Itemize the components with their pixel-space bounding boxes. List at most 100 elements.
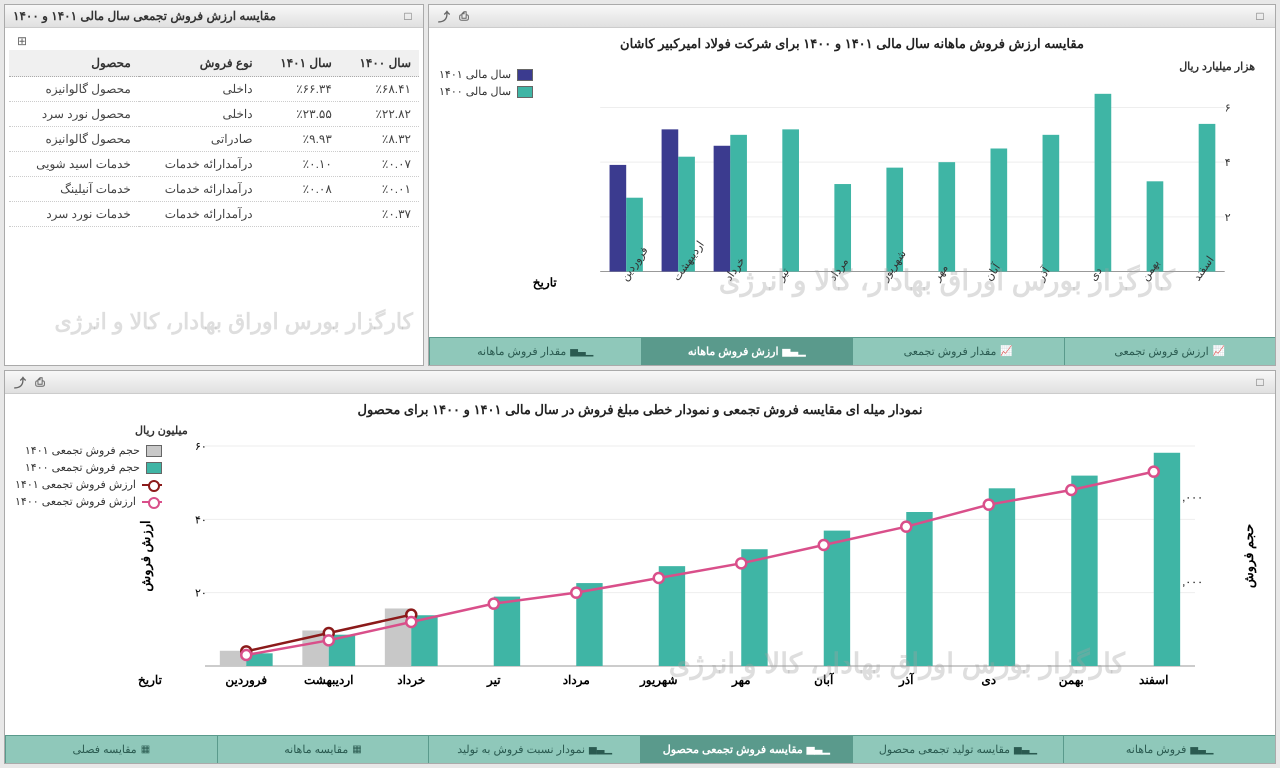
table-header: محصول	[9, 50, 139, 77]
bottom-chart-title: نمودار میله ای مقایسه فروش تجمعی و نمودا…	[15, 402, 1265, 418]
table-cell: داخلی	[139, 77, 261, 102]
table-cell: خدمات اسید شویی	[9, 152, 139, 177]
bar-chart-icon: ▁▃▅	[570, 346, 593, 357]
tab-label: فروش ماهانه	[1126, 743, 1186, 756]
legend-label: حجم فروش تجمعی ۱۴۰۱	[25, 444, 140, 457]
svg-text:بهمن: بهمن	[1059, 673, 1084, 688]
sales-table: سال ۱۴۰۰سال ۱۴۰۱نوع فروشمحصول٪۶۸.۴۱٪۶۶.۳…	[9, 50, 419, 227]
table-row[interactable]: ٪۰.۳۷درآمدارائه خدماتخدمات نورد سرد	[9, 202, 419, 227]
tab-label: مقایسه ماهانه	[284, 743, 348, 756]
svg-text:آبان: آبان	[814, 671, 835, 687]
table-row[interactable]: ٪۸.۳۲٪۹.۹۳صادراتیمحصول گالوانیزه	[9, 127, 419, 152]
table-header: نوع فروش	[139, 50, 261, 77]
table-panel: □ مقایسه ارزش فروش تجمعی سال مالی ۱۴۰۱ و…	[4, 4, 424, 366]
unit-label: میلیون ریال	[135, 424, 188, 437]
panel-header: □ مقایسه ارزش فروش تجمعی سال مالی ۱۴۰۱ و…	[5, 5, 423, 28]
tab-label: مقایسه فصلی	[72, 743, 136, 756]
top-tab-bar: 📈ارزش فروش تجمعی📈مقدار فروش تجمعی▁▃▅ارزش…	[429, 337, 1275, 365]
legend-item: سال مالی ۱۴۰۱	[439, 68, 533, 81]
table-cell: محصول گالوانیزه	[9, 77, 139, 102]
table-cell: درآمدارائه خدمات	[139, 152, 261, 177]
legend-item: ارزش فروش تجمعی ۱۴۰۰	[15, 495, 162, 508]
watermark: کارگزار بورس اوراق بهادار، کالا و انرژی	[15, 309, 413, 335]
svg-text:۲۰: ۲۰	[195, 588, 207, 600]
line-chart-icon: 📈	[1000, 346, 1012, 357]
top-chart-title: مقایسه ارزش فروش ماهانه سال مالی ۱۴۰۱ و …	[439, 36, 1265, 52]
table-cell: محصول نورد سرد	[9, 102, 139, 127]
svg-text:۴۰: ۴۰	[195, 514, 207, 526]
svg-text:آذر: آذر	[898, 671, 915, 688]
table-cell: ٪۲۳.۵۵	[261, 102, 340, 127]
legend-swatch	[146, 445, 162, 457]
print-icon[interactable]: ⎙	[457, 9, 471, 23]
table-header: سال ۱۴۰۰	[340, 50, 419, 77]
legend-item: سال مالی ۱۴۰۰	[439, 85, 533, 98]
tab[interactable]: ▁▃▅ نمودار نسبت فروش به تولید	[428, 736, 640, 763]
panel-header: □ ⎙ ⤴	[429, 5, 1275, 28]
svg-text:ارزش فروش: ارزش فروش	[138, 520, 154, 591]
tab-label: مقایسه فروش تجمعی محصول	[663, 743, 803, 756]
table-row[interactable]: ٪۰.۰۷٪۰.۱۰درآمدارائه خدماتخدمات اسید شوی…	[9, 152, 419, 177]
export-icon[interactable]: ⤴	[437, 9, 451, 23]
table-row[interactable]: ٪۰.۰۱٪۰.۰۸درآمدارائه خدماتخدمات آنیلینگ	[9, 177, 419, 202]
bottom-chart-svg: ۲۰۴۰۶۰۱۰۰,۰۰۰۲۰۰,۰۰۰فروردیناردیبهشتخرداد…	[15, 426, 1265, 716]
legend-label: سال مالی ۱۴۰۰	[439, 85, 511, 98]
tab[interactable]: ▁▃▅ مقدار فروش ماهانه	[429, 338, 641, 365]
table-cell: ٪۹.۹۳	[261, 127, 340, 152]
bottom-chart-legend: حجم فروش تجمعی ۱۴۰۱ حجم فروش تجمعی ۱۴۰۰ …	[15, 444, 162, 512]
tab[interactable]: 📈مقدار فروش تجمعی	[852, 338, 1064, 365]
tab-label: ارزش فروش تجمعی	[1114, 345, 1208, 358]
tab[interactable]: ▁▃▅ مقایسه فروش تجمعی محصول	[640, 736, 852, 763]
tab[interactable]: ▁▃▅ ارزش فروش ماهانه	[641, 338, 853, 365]
table-cell: درآمدارائه خدمات	[139, 177, 261, 202]
tab[interactable]: ▁▃▅ مقایسه تولید تجمعی محصول	[852, 736, 1064, 763]
legend-label: سال مالی ۱۴۰۱	[439, 68, 511, 81]
bottom-tab-bar: ▁▃▅فروش ماهانه▁▃▅مقایسه تولید تجمعی محصو…	[5, 735, 1275, 763]
export-icon[interactable]: ⤴	[13, 375, 27, 389]
svg-text:حجم فروش: حجم فروش	[1241, 524, 1257, 588]
table-cell: ٪۰.۰۷	[340, 152, 419, 177]
table-cell: خدمات آنیلینگ	[9, 177, 139, 202]
svg-text:اردیبهشت: اردیبهشت	[304, 673, 353, 688]
svg-text:۴: ۴	[1225, 157, 1231, 169]
svg-text:تاریخ: تاریخ	[138, 673, 163, 688]
svg-text:مهر: مهر	[731, 673, 751, 688]
legend-swatch	[146, 462, 162, 474]
legend-label: ارزش فروش تجمعی ۱۴۰۰	[15, 495, 136, 508]
table-header: سال ۱۴۰۱	[261, 50, 340, 77]
maximize-icon[interactable]: □	[1253, 375, 1267, 389]
tab[interactable]: ▦ مقایسه فصلی	[5, 736, 217, 763]
print-icon[interactable]: ⎙	[33, 375, 47, 389]
tab-label: ارزش فروش ماهانه	[688, 345, 779, 358]
svg-text:۶: ۶	[1225, 103, 1231, 115]
table-icon: ▦	[141, 744, 150, 755]
excel-export-icon[interactable]: ⊞	[15, 34, 29, 48]
table-cell: درآمدارائه خدمات	[139, 202, 261, 227]
table-cell: ٪۶۶.۳۴	[261, 77, 340, 102]
maximize-icon[interactable]: □	[401, 9, 415, 23]
tab-label: نمودار نسبت فروش به تولید	[457, 743, 585, 756]
legend-item: حجم فروش تجمعی ۱۴۰۰	[15, 461, 162, 474]
maximize-icon[interactable]: □	[1253, 9, 1267, 23]
table-cell: صادراتی	[139, 127, 261, 152]
tab-label: مقایسه تولید تجمعی محصول	[879, 743, 1010, 756]
table-row[interactable]: ٪۶۸.۴۱٪۶۶.۳۴داخلیمحصول گالوانیزه	[9, 77, 419, 102]
table-cell	[261, 202, 340, 227]
bar-chart-icon: ▁▃▅	[783, 346, 806, 357]
bar-chart-icon: ▁▃▅	[589, 744, 612, 755]
svg-text:شهریور: شهریور	[639, 673, 678, 688]
legend-line	[142, 501, 162, 503]
unit-label: هزار میلیارد ریال	[1179, 60, 1255, 73]
tab-label: مقدار فروش ماهانه	[477, 345, 566, 358]
svg-text:خرداد: خرداد	[397, 673, 425, 688]
bar-chart-icon: ▁▃▅	[1014, 744, 1037, 755]
legend-line	[142, 484, 162, 486]
tab[interactable]: 📈ارزش فروش تجمعی	[1064, 338, 1276, 365]
svg-text:فروردین: فروردین	[225, 673, 267, 688]
tab[interactable]: ▁▃▅فروش ماهانه	[1063, 736, 1275, 763]
svg-text:تاریخ: تاریخ	[533, 276, 558, 291]
bar-chart-icon: ▁▃▅	[807, 744, 830, 755]
table-row[interactable]: ٪۲۲.۸۲٪۲۳.۵۵داخلیمحصول نورد سرد	[9, 102, 419, 127]
tab[interactable]: ▦مقایسه ماهانه	[217, 736, 429, 763]
legend-item: حجم فروش تجمعی ۱۴۰۱	[15, 444, 162, 457]
